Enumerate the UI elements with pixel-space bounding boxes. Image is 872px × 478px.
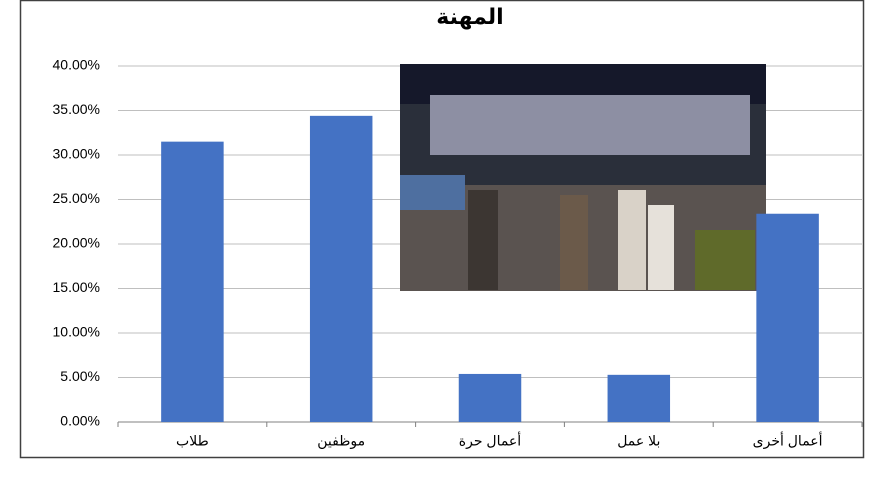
photo-person	[618, 190, 646, 290]
y-tick-label: 20.00%	[53, 235, 100, 251]
y-tick-label: 0.00%	[60, 413, 100, 429]
y-tick-label: 35.00%	[53, 101, 100, 117]
photo-person	[468, 190, 498, 290]
y-tick-label: 25.00%	[53, 190, 100, 206]
photo-bench	[400, 175, 465, 210]
bar	[309, 115, 373, 422]
photo-person	[560, 195, 588, 290]
y-tick-label: 40.00%	[53, 57, 100, 73]
y-tick-label: 5.00%	[60, 368, 100, 384]
photo-person	[648, 205, 674, 290]
x-tick-label: طلاب	[176, 433, 209, 449]
bar	[458, 373, 522, 422]
y-tick-label: 15.00%	[53, 279, 100, 295]
chart-title: المهنة	[436, 4, 503, 30]
photo-stalls	[430, 95, 750, 155]
x-tick-label: أعمال أخرى	[753, 432, 823, 450]
bar	[756, 213, 819, 422]
x-tick-label: بلا عمل	[617, 433, 660, 449]
x-tick-label: أعمال حرة	[459, 432, 521, 450]
y-tick-label: 10.00%	[53, 324, 100, 340]
bar	[607, 374, 671, 422]
x-tick-label: موظفين	[317, 433, 365, 450]
photo	[400, 64, 766, 291]
bar	[161, 141, 224, 422]
y-tick-label: 30.00%	[53, 146, 100, 162]
photo-plants	[695, 230, 755, 290]
